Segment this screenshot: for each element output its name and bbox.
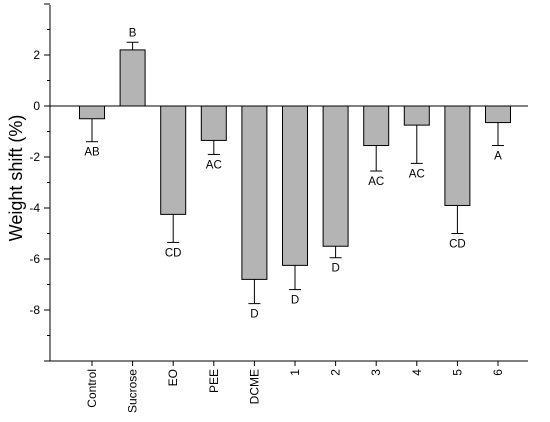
y-tick-label: 0 — [33, 99, 40, 113]
bar — [79, 105, 105, 120]
significance-label: D — [250, 309, 258, 321]
significance-label: D — [291, 295, 299, 307]
y-tick-label: -4 — [29, 201, 40, 215]
x-tick-label: DCME — [247, 369, 261, 404]
x-tick-label: 1 — [288, 369, 302, 376]
tick-labels: 2 0 -2 -4 -6 -8 Control Sucrose EO PEE DCME 1 2 3 4 5 6 — [29, 48, 505, 413]
x-tick-label: 4 — [410, 369, 424, 376]
significance-label: AC — [409, 168, 425, 180]
bar — [363, 105, 390, 147]
significance-label: CD — [165, 247, 182, 259]
bar — [119, 49, 146, 107]
x-tick-label: 3 — [369, 369, 383, 376]
x-tick-label: 2 — [329, 369, 343, 376]
bar — [200, 105, 227, 141]
significance-label: AC — [368, 176, 384, 188]
bar — [241, 105, 268, 280]
bar — [485, 105, 511, 124]
x-tick-label: EO — [166, 369, 180, 386]
bar — [403, 105, 430, 126]
significance-label: A — [494, 151, 502, 163]
y-tick-label: -8 — [29, 303, 40, 317]
x-tick-label: Control — [85, 369, 99, 408]
bar — [322, 105, 349, 247]
significance-label: CD — [449, 239, 466, 251]
y-tick-label: -2 — [29, 150, 40, 164]
x-tick-label: PEE — [207, 369, 221, 393]
y-axis-title: Weight shift (%) — [6, 115, 26, 242]
significance-label: AC — [206, 159, 222, 171]
x-tick-label: 5 — [450, 369, 464, 376]
bar — [282, 105, 308, 266]
group-labels: AB B CD AC D D D AC AC CD A — [84, 27, 502, 320]
error-bars — [86, 41, 504, 305]
y-tick-label: 2 — [33, 48, 40, 62]
significance-label: B — [129, 27, 137, 39]
significance-label: D — [331, 263, 339, 275]
bar — [444, 105, 471, 206]
significance-label: AB — [84, 147, 100, 159]
bar — [160, 105, 187, 215]
bars — [79, 49, 511, 280]
y-tick-label: -6 — [29, 252, 40, 266]
x-tick-label: Sucrose — [126, 369, 140, 413]
x-tick-label: 6 — [491, 369, 505, 376]
